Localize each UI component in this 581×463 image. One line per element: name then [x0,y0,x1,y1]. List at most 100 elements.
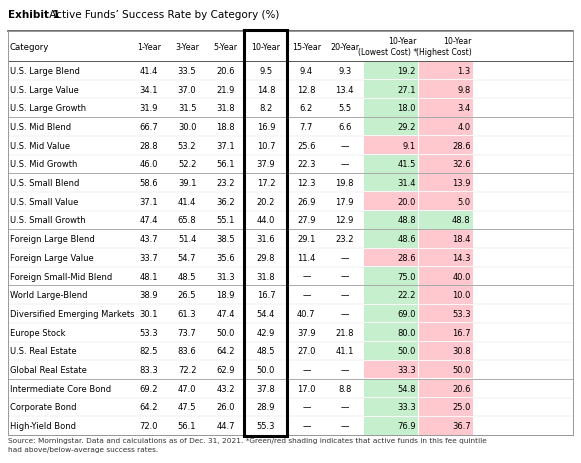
Text: 3.4: 3.4 [457,104,471,113]
Bar [419,175,473,192]
Text: 10.7: 10.7 [257,141,275,150]
Text: 15-Year: 15-Year [292,43,321,51]
Text: 1-Year: 1-Year [137,43,161,51]
Text: 30.8: 30.8 [452,347,471,356]
Text: —: — [340,421,349,430]
Text: 48.5: 48.5 [257,347,275,356]
Text: —: — [340,253,349,262]
Text: 40.0: 40.0 [452,272,471,281]
Text: 31.5: 31.5 [178,104,196,113]
Bar [419,286,473,304]
Text: 46.0: 46.0 [139,160,158,169]
Bar [419,63,473,80]
Bar [364,100,418,117]
Text: 38.5: 38.5 [216,235,235,244]
Text: 28.8: 28.8 [139,141,158,150]
Text: 44.0: 44.0 [257,216,275,225]
Text: 47.4: 47.4 [139,216,158,225]
Text: 14.8: 14.8 [257,85,275,94]
Text: Source: Morningstar. Data and calculations as of Dec. 31, 2021. *Green/red shadi: Source: Morningstar. Data and calculatio… [8,438,487,452]
Text: 17.9: 17.9 [335,197,354,206]
Text: Corporate Bond: Corporate Bond [10,403,77,412]
Text: 31.3: 31.3 [216,272,235,281]
Text: 37.1: 37.1 [139,197,158,206]
Bar [364,305,418,323]
Text: 53.3: 53.3 [452,309,471,318]
Text: 37.9: 37.9 [257,160,275,169]
Text: —: — [302,365,310,374]
Text: 64.2: 64.2 [139,403,158,412]
Text: 29.8: 29.8 [257,253,275,262]
Bar [419,119,473,136]
Text: 10-Year
(Lowest Cost) *: 10-Year (Lowest Cost) * [357,37,417,57]
Text: —: — [340,272,349,281]
Text: 47.5: 47.5 [178,403,196,412]
Text: 47.0: 47.0 [178,384,196,393]
Bar [419,137,473,155]
Text: 65.8: 65.8 [178,216,196,225]
Text: Global Real Estate: Global Real Estate [10,365,87,374]
Text: 50.0: 50.0 [216,328,235,337]
Text: 22.2: 22.2 [397,291,416,300]
Bar [419,100,473,117]
Text: Foreign Small-Mid Blend: Foreign Small-Mid Blend [10,272,112,281]
Text: 31.8: 31.8 [257,272,275,281]
Text: 50.0: 50.0 [397,347,416,356]
Text: 80.0: 80.0 [397,328,416,337]
Text: 8.8: 8.8 [338,384,352,393]
Text: 33.3: 33.3 [397,365,416,374]
Text: 48.5: 48.5 [178,272,196,281]
Bar [419,342,473,360]
Text: 31.6: 31.6 [257,235,275,244]
Text: U.S. Large Growth: U.S. Large Growth [10,104,86,113]
Text: 32.6: 32.6 [452,160,471,169]
Text: 37.8: 37.8 [257,384,275,393]
Text: —: — [340,291,349,300]
Text: 54.7: 54.7 [178,253,196,262]
Text: 28.6: 28.6 [397,253,416,262]
Text: 69.0: 69.0 [397,309,416,318]
Text: 1.3: 1.3 [457,67,471,75]
Text: 27.1: 27.1 [397,85,416,94]
Bar [419,249,473,267]
Text: 50.0: 50.0 [257,365,275,374]
Text: 16.7: 16.7 [452,328,471,337]
Text: U.S. Small Growth: U.S. Small Growth [10,216,85,225]
Text: 26.9: 26.9 [297,197,315,206]
Text: 18.9: 18.9 [216,291,235,300]
Text: 12.9: 12.9 [336,216,354,225]
Text: 11.4: 11.4 [297,253,315,262]
Text: 41.5: 41.5 [397,160,416,169]
Text: 19.8: 19.8 [335,179,354,188]
Bar [364,81,418,99]
Text: 75.0: 75.0 [397,272,416,281]
Text: Exhibit 1: Exhibit 1 [8,10,60,20]
Text: 9.3: 9.3 [338,67,352,75]
Text: 72.0: 72.0 [139,421,158,430]
Bar [419,156,473,173]
Bar [364,286,418,304]
Text: 64.2: 64.2 [216,347,235,356]
Text: 9.4: 9.4 [300,67,313,75]
Text: 5.0: 5.0 [457,197,471,206]
Text: 55.3: 55.3 [257,421,275,430]
Text: —: — [302,291,310,300]
Bar [364,361,418,379]
Text: 48.8: 48.8 [452,216,471,225]
Text: 44.7: 44.7 [216,421,235,430]
Text: —: — [340,160,349,169]
Bar [419,230,473,248]
Text: 72.2: 72.2 [178,365,196,374]
Text: Foreign Large Blend: Foreign Large Blend [10,235,95,244]
Text: 37.0: 37.0 [178,85,196,94]
Text: 25.0: 25.0 [452,403,471,412]
Text: High-Yield Bond: High-Yield Bond [10,421,76,430]
Text: 40.7: 40.7 [297,309,315,318]
Bar [419,417,473,435]
Text: 6.2: 6.2 [300,104,313,113]
Text: 48.8: 48.8 [397,216,416,225]
Text: 76.9: 76.9 [397,421,416,430]
Bar [419,324,473,341]
Text: 10.0: 10.0 [452,291,471,300]
Text: 55.1: 55.1 [216,216,235,225]
